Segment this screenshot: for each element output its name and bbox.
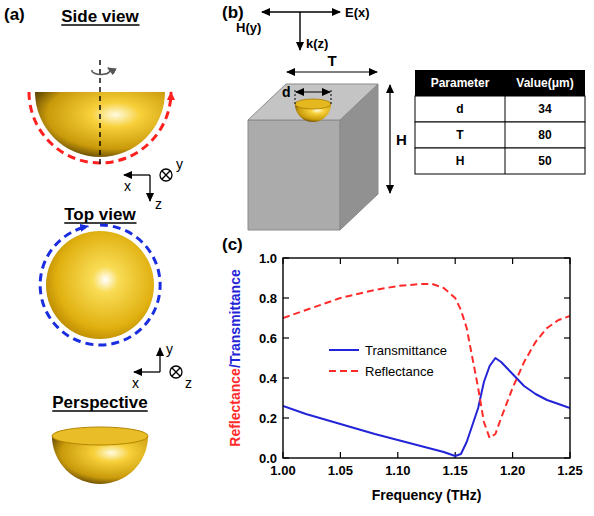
hemisphere-rim <box>295 99 331 109</box>
into-page-symbol <box>172 368 180 376</box>
label: z <box>185 375 192 391</box>
y-axis-title-part: Reflectance <box>227 368 243 447</box>
arrow <box>124 174 150 175</box>
arrow <box>134 371 160 372</box>
view-title: Perspective <box>52 393 147 412</box>
x-tick <box>397 452 398 458</box>
label: E(x) <box>345 5 370 20</box>
label: k(z) <box>306 36 328 51</box>
y-tick <box>283 337 289 338</box>
arrow <box>300 11 340 12</box>
label: x <box>124 178 131 194</box>
y-tick-right <box>564 297 570 298</box>
into-page-symbol <box>162 171 170 179</box>
table-cell: 34 <box>538 102 552 116</box>
table-cell: 50 <box>538 154 552 168</box>
table-row <box>415 122 585 148</box>
y-tick <box>283 297 289 298</box>
y-tick-right <box>564 377 570 378</box>
label: x <box>132 375 139 391</box>
table-header: Value(μm) <box>516 76 573 90</box>
view-title: Top view <box>64 205 136 224</box>
label: y <box>176 156 183 172</box>
label: d <box>282 84 291 100</box>
figure: (a)Side viewxyzTop viewxyzPerspective(b)… <box>0 0 594 516</box>
y-tick <box>283 377 289 378</box>
y-tick-right <box>564 417 570 418</box>
label: T <box>327 52 336 69</box>
title-underline <box>64 222 136 223</box>
x-tick-label: 1.05 <box>328 463 353 478</box>
title-underline <box>61 24 139 25</box>
arrow <box>296 92 330 93</box>
substrate-front <box>248 120 340 230</box>
y-tick-label: 0.0 <box>259 451 277 466</box>
arrow <box>159 348 160 372</box>
x-tick <box>512 452 513 458</box>
y-tick-label: 0.2 <box>259 411 277 426</box>
x-tick-label: 1.20 <box>500 463 525 478</box>
table-divider <box>505 96 506 122</box>
into-page-symbol <box>160 169 172 181</box>
legend-swatch <box>329 370 359 372</box>
x-tick-label: 1.15 <box>443 463 468 478</box>
table-cell: T <box>456 128 464 142</box>
x-tick-label: 1.25 <box>557 463 582 478</box>
rotation-symbol <box>92 68 110 74</box>
label: H(y) <box>236 20 261 35</box>
x-tick <box>340 452 341 458</box>
label: y <box>166 341 173 357</box>
arrow <box>149 175 150 201</box>
table-header-bg <box>415 70 585 96</box>
legend-label: Reflectance <box>365 364 434 379</box>
arrow <box>287 71 377 72</box>
x-tick-top <box>340 258 341 264</box>
y-tick-label: 0.4 <box>259 371 278 386</box>
hemisphere-rim <box>52 427 148 445</box>
panel-label: (a) <box>4 5 25 24</box>
title-underline <box>52 410 147 411</box>
y-tick-right <box>564 337 570 338</box>
into-page-symbol <box>170 366 182 378</box>
table-cell: d <box>456 102 463 116</box>
series-line <box>283 358 570 456</box>
y-axis-title-part: /Transmittance <box>227 269 243 368</box>
plot-area <box>283 284 570 456</box>
series-line <box>283 284 570 438</box>
plot-frame <box>283 258 570 458</box>
table-row <box>415 148 585 174</box>
y-tick-label: 0.8 <box>259 291 277 306</box>
legend-label: Transmittance <box>365 343 447 358</box>
y-tick <box>283 417 289 418</box>
hemisphere-top <box>46 231 154 339</box>
x-axis-title: Frequency (THz) <box>372 487 482 503</box>
table-divider <box>505 122 506 148</box>
label: z <box>155 196 162 212</box>
arrow <box>299 12 300 50</box>
arrow <box>389 85 390 193</box>
legend-swatch <box>329 349 359 351</box>
label: H <box>396 131 407 148</box>
x-tick-label: 1.10 <box>385 463 410 478</box>
into-page-symbol <box>162 171 170 179</box>
table-header: Parameter <box>431 76 490 90</box>
y-tick-label: 0.6 <box>259 331 277 346</box>
view-title: Side view <box>61 7 139 26</box>
dimension-guide <box>295 90 296 104</box>
panel-label: (c) <box>222 235 243 254</box>
y-axis-title: Reflectance/Transmittance <box>227 269 243 447</box>
arrow <box>262 11 300 12</box>
table-divider <box>505 148 506 174</box>
table-cell: 80 <box>538 128 552 142</box>
surface-current-arrow <box>40 225 160 345</box>
into-page-symbol <box>172 368 180 376</box>
rotation-axis <box>99 60 100 166</box>
x-tick-top <box>455 258 456 264</box>
y-tick-label: 1.0 <box>259 251 277 266</box>
x-tick-top <box>397 258 398 264</box>
table-cell: H <box>456 154 465 168</box>
table-row <box>415 96 585 122</box>
dimension-guide <box>331 90 332 104</box>
x-tick-top <box>512 258 513 264</box>
